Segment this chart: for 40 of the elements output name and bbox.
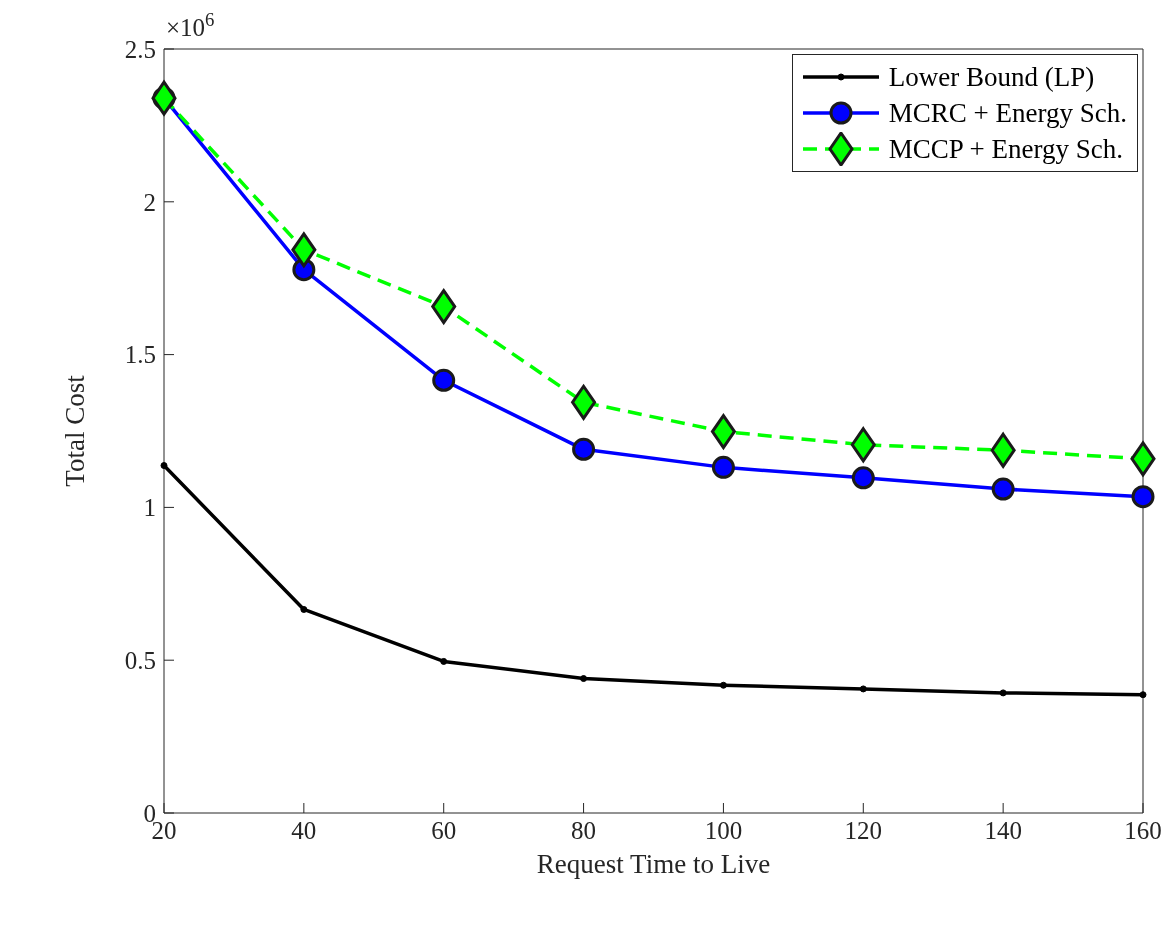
point (151, 80, 177, 116)
text: ×10$^{6}$ (166, 8, 215, 41)
x-tick-label: 140 (984, 816, 1022, 844)
point (999, 689, 1007, 697)
point (850, 427, 876, 463)
x-tick-label: 80 (571, 816, 597, 844)
point (160, 462, 168, 470)
legend-label: MCCP + Energy Sch. (888, 133, 1123, 165)
y-axis-title: Total Cost (59, 374, 90, 487)
point (431, 289, 457, 325)
y-tick-label: 1 (143, 494, 156, 522)
point (719, 681, 727, 689)
x-tick-label: 60 (431, 816, 457, 844)
point (580, 675, 588, 683)
point (1139, 691, 1147, 699)
y-tick-label: 1.5 (124, 341, 156, 369)
point (440, 657, 448, 665)
point (432, 368, 456, 392)
point (300, 605, 308, 613)
x-tick-label: 160 (1124, 816, 1162, 844)
point (572, 437, 596, 461)
point (851, 466, 875, 490)
point (711, 455, 735, 479)
legend-label: MCRC + Energy Sch. (888, 97, 1127, 129)
point (859, 685, 867, 693)
legend-label: Lower Bound (LP) (888, 61, 1095, 93)
point (1130, 441, 1156, 477)
y-tick-label: 0.5 (124, 647, 156, 675)
x-tick-label: 100 (704, 816, 743, 844)
x-tick-label: 40 (291, 816, 317, 844)
point (991, 477, 1015, 501)
point (1131, 485, 1155, 509)
x-tick-label: 120 (844, 816, 883, 844)
point (571, 384, 597, 420)
point (291, 232, 317, 268)
y-tick-label: 2 (143, 188, 156, 216)
x-axis-title: Request Time to Live (536, 849, 771, 879)
point (710, 414, 736, 450)
y-tick-label: 2.5 (124, 35, 156, 63)
point (990, 432, 1016, 468)
